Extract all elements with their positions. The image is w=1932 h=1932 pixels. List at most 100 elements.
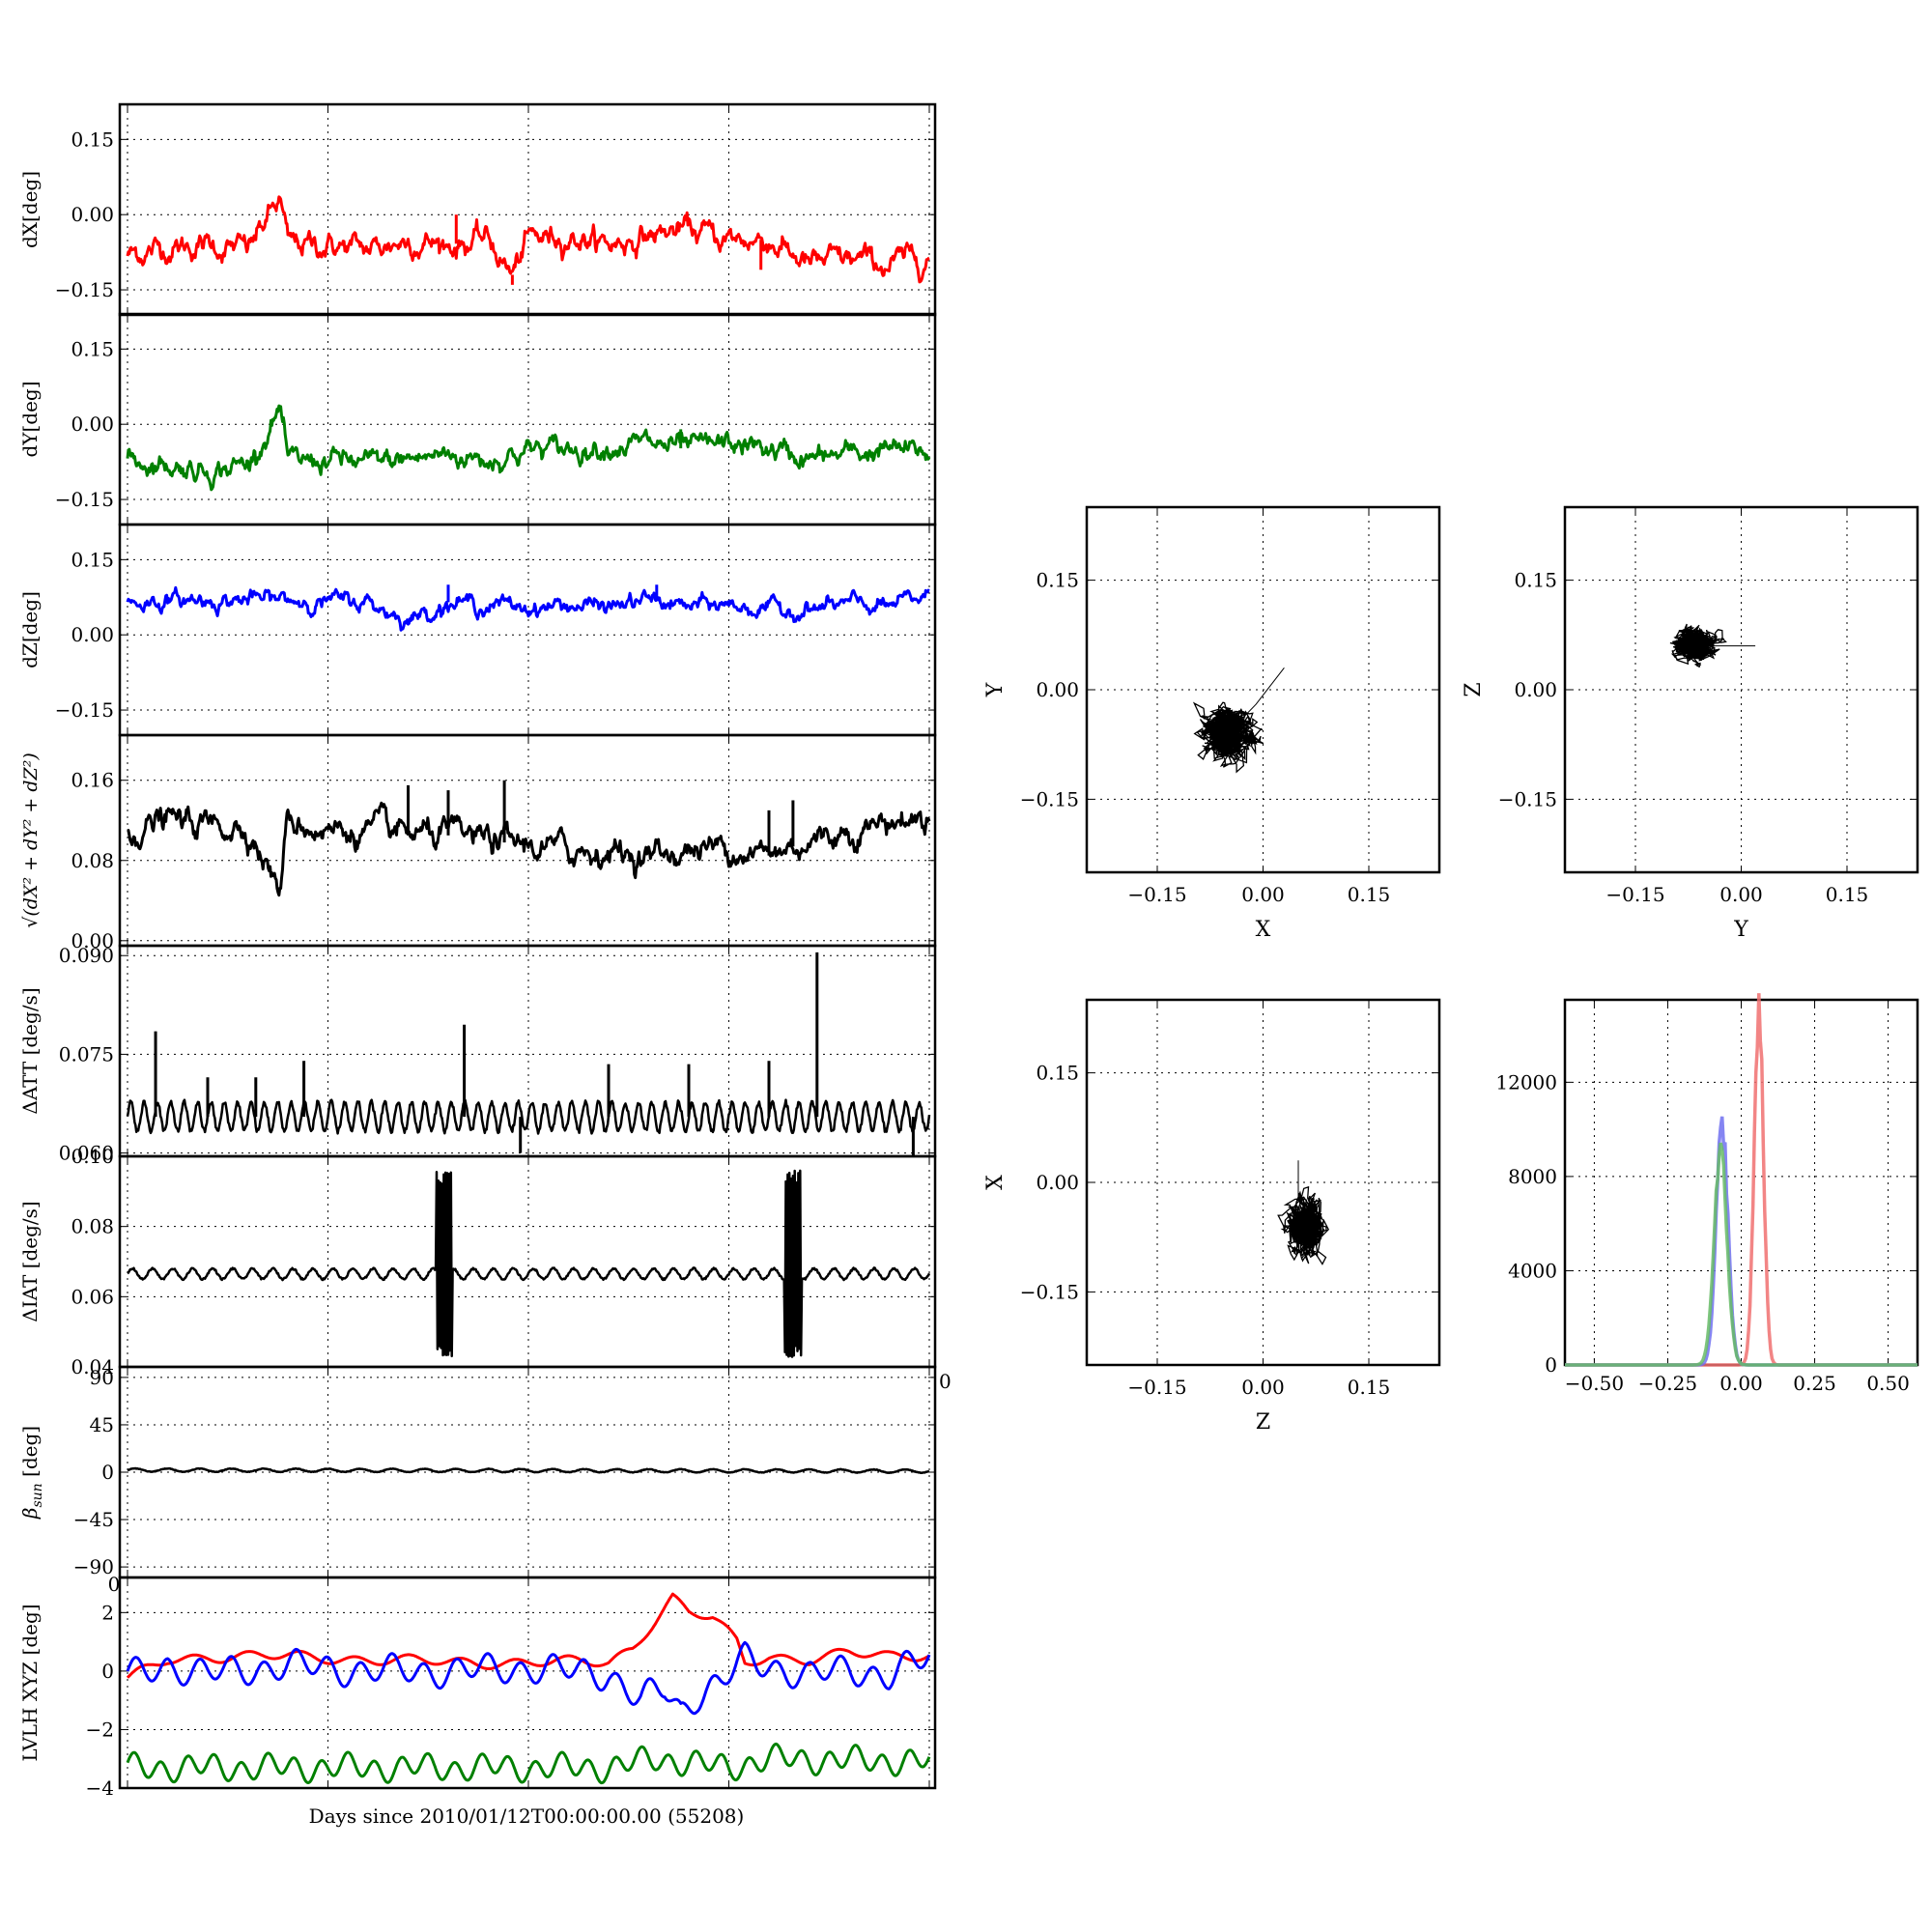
xy-tail: [1227, 667, 1285, 734]
panel-datt: 0.090 0.075 0.060 ΔATT [deg/s]: [18, 944, 937, 1165]
xy-xlabel: X: [1256, 918, 1271, 942]
y-tick-label: −0.15: [1020, 1280, 1079, 1303]
panel-lvlh: 2 0 −2 −4 0 0 LVLH XYZ [deg]: [18, 1370, 952, 1800]
panel-zx: −0.15 0.00 0.15 0.15 0.00 −0.15 Z X: [983, 998, 1441, 1435]
y-tick-label: 0.15: [71, 337, 114, 360]
y-tick-label: 0.00: [1036, 678, 1079, 701]
dZ-line-blue: [126, 585, 930, 632]
x-tick-label: 0.15: [1348, 883, 1391, 906]
xy-trajectory: [1192, 701, 1264, 774]
y-tick-label: 0.16: [71, 769, 114, 792]
y-tick-label: 0.15: [1036, 1062, 1079, 1085]
y-tick-label: 0.04: [71, 1355, 114, 1378]
x-tick-label: 0.00: [1241, 883, 1285, 906]
panel-yz: −0.15 0.00 0.15 0.15 0.00 −0.15 Y Z: [1462, 505, 1919, 942]
y-tick-label: 0.15: [1514, 569, 1557, 592]
figure-xlabel: Days since 2010/01/12T00:00:00.00 (55208…: [309, 1804, 745, 1828]
x-tick-label: 0.15: [1826, 883, 1869, 906]
x-tick-label: −0.25: [1638, 1372, 1697, 1395]
panel-norm: 0.16 0.08 0.00 √(dX² + dY² + dZ²): [20, 733, 937, 952]
x-tick-label: −0.15: [1127, 1376, 1186, 1399]
y-tick-label: 0.00: [71, 929, 114, 952]
diat-ylabel: ΔIAT [deg/s]: [18, 1201, 42, 1321]
y-tick-label: −0.15: [1498, 787, 1557, 810]
y-tick-label: 2: [101, 1601, 114, 1624]
panel-xy: −0.15 0.00 0.15 0.15 0.00 −0.15 X Y: [983, 505, 1441, 942]
lvlh-ylabel: LVLH XYZ [deg]: [18, 1604, 42, 1761]
dX-frame: [118, 102, 937, 317]
diat-series-group: [127, 1169, 931, 1358]
lvlh-line-blue: [126, 1640, 931, 1716]
zx-trajectory: [1277, 1185, 1329, 1265]
y-tick-label: 4000: [1508, 1259, 1557, 1282]
y-tick-label: −0.15: [55, 278, 114, 301]
y-tick-label: 0.00: [71, 412, 114, 436]
dX-series-group: [126, 195, 930, 285]
dZ-frame: [118, 523, 937, 737]
datt-ylabel: ΔATT [deg/s]: [18, 987, 42, 1114]
diat-line-black: [127, 1169, 931, 1358]
lvlh-line-green: [126, 1742, 931, 1785]
x-tick-label: −0.50: [1565, 1372, 1624, 1395]
y-tick-label: −4: [86, 1776, 114, 1800]
y-tick-label: 0.15: [1036, 569, 1079, 592]
xy-ylabel: Y: [983, 682, 1008, 697]
zx-xlabel: Z: [1256, 1410, 1270, 1435]
y-tick-label: 0.10: [71, 1145, 114, 1168]
y-tick-label: 0.15: [71, 548, 114, 571]
y-tick-label: 0.06: [71, 1285, 114, 1308]
yz-ylabel: Z: [1462, 682, 1486, 696]
y-tick-label: 0.060: [59, 1142, 114, 1165]
y-tick-label: −45: [73, 1508, 114, 1531]
y-tick-label: −0.15: [55, 488, 114, 511]
y-tick-label: 0.08: [71, 1215, 114, 1238]
yz-frame: [1563, 505, 1919, 874]
beta-ylabel: βsun [deg]: [18, 1426, 45, 1520]
panel-beta: 90 45 0 −45 −90 βsun [deg]: [18, 1365, 937, 1579]
dX-line-red: [126, 195, 930, 284]
x-tick-label: 0.50: [1866, 1372, 1910, 1395]
y-tick-label: 0.00: [71, 203, 114, 226]
y-tick-label: 0.00: [71, 623, 114, 646]
lvlh-series-group: [126, 1592, 931, 1785]
y-tick-label: 12000: [1495, 1070, 1557, 1094]
y-tick-label: −0.15: [55, 698, 114, 722]
y-tick-label: −0.15: [1020, 787, 1079, 810]
beta-series-group: [127, 1466, 930, 1474]
y-tick-label: 0: [101, 1660, 114, 1683]
datt-line-black: [126, 1098, 931, 1135]
y-tick-label: −90: [73, 1555, 114, 1578]
dY-ylabel: dY[deg]: [18, 381, 42, 457]
dZ-series-group: [126, 584, 930, 632]
panel-dZ: 0.15 0.00 −0.15 dZ[deg]: [18, 523, 937, 737]
x-tick-label: 0.25: [1793, 1372, 1836, 1395]
norm-line-black: [127, 801, 931, 897]
panel-dY: 0.15 0.00 −0.15 dY[deg]: [18, 312, 937, 526]
y-tick-label: 0.075: [59, 1042, 114, 1065]
xy-frame: [1085, 505, 1441, 874]
norm-series-group: [127, 780, 931, 897]
yz-xlabel: Y: [1733, 918, 1748, 942]
y-tick-label: −2: [86, 1718, 114, 1741]
beta-line-black: [127, 1466, 930, 1474]
y-tick-label: 0: [1545, 1353, 1557, 1377]
x-tick-label: 0: [939, 1370, 952, 1393]
hist-line-hist_blue: [1565, 1116, 1918, 1367]
dY-line-green: [126, 404, 931, 492]
x-tick-label: 0.00: [1719, 1372, 1763, 1395]
y-tick-label: 45: [90, 1413, 114, 1436]
diat-frame: [118, 1154, 937, 1369]
y-tick-label: 0.00: [1036, 1171, 1079, 1194]
panel-hist: −0.50 −0.25 0.00 0.25 0.50 12000 8000 4000 0: [1495, 993, 1919, 1395]
x-tick-label: 0.00: [1241, 1376, 1285, 1399]
y-tick-label: 0.08: [71, 849, 114, 872]
x-tick-label: 0.00: [1719, 883, 1763, 906]
zx-frame: [1085, 998, 1441, 1367]
panel-dX: 0.15 0.00 −0.15 dX[deg]: [18, 102, 937, 317]
x-tick-label: −0.15: [1605, 883, 1664, 906]
lvlh-frame: [118, 1576, 937, 1790]
x-tick-label: −0.15: [1127, 883, 1186, 906]
norm-ylabel: √(dX² + dY² + dZ²): [20, 753, 42, 928]
y-tick-label: 8000: [1508, 1165, 1557, 1188]
